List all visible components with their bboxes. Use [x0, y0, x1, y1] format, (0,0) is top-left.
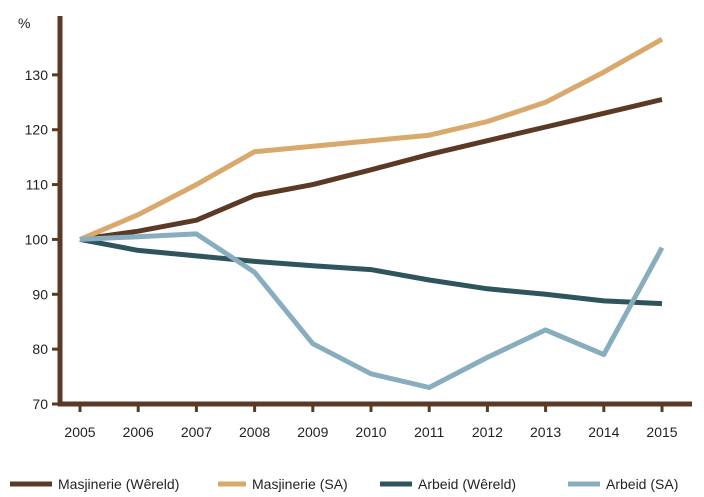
x-tick-label: 2014	[588, 424, 619, 440]
x-tick-label: 2010	[355, 424, 386, 440]
series-line-1	[79, 97, 663, 242]
series-line-3	[79, 236, 663, 307]
series-line-2	[79, 37, 664, 242]
x-tick-label: 2013	[530, 424, 561, 440]
y-tick-label: 110	[26, 177, 49, 193]
y-tick-label: 70	[32, 396, 48, 412]
series-layer	[79, 37, 665, 390]
x-tick-label: 2006	[123, 424, 154, 440]
legend-label-1: Masjinerie (Wêreld)	[58, 476, 179, 492]
x-tick-label: 2008	[239, 424, 270, 440]
x-tick-label: 2007	[181, 424, 212, 440]
legend: Masjinerie (Wêreld) Masjinerie (SA) Arbeid…	[10, 476, 678, 492]
series-line-4	[79, 231, 665, 390]
y-tick-label: 120	[25, 122, 49, 138]
legend-label-2: Masjinerie (SA)	[252, 476, 348, 492]
y-tick-label: 90	[32, 286, 48, 302]
x-tick-label: 2011	[414, 424, 444, 440]
ticks-layer: 70 80 90 100 110 120 130 2005 2006 2007 2008 2009 20…	[25, 67, 678, 440]
y-tick-label: 80	[32, 341, 48, 357]
y-tick-label: 100	[25, 231, 49, 247]
x-tick-label: 2015	[646, 424, 677, 440]
axes-layer	[57, 16, 692, 407]
x-tick-label: 2009	[297, 424, 328, 440]
legend-label-3: Arbeid (Wêreld)	[418, 476, 516, 492]
x-tick-label: 2005	[64, 424, 95, 440]
legend-label-4: Arbeid (SA)	[606, 476, 678, 492]
x-tick-label: 2012	[472, 424, 503, 440]
y-tick-label: 130	[25, 67, 49, 83]
y-axis-unit-label: %	[18, 15, 30, 31]
